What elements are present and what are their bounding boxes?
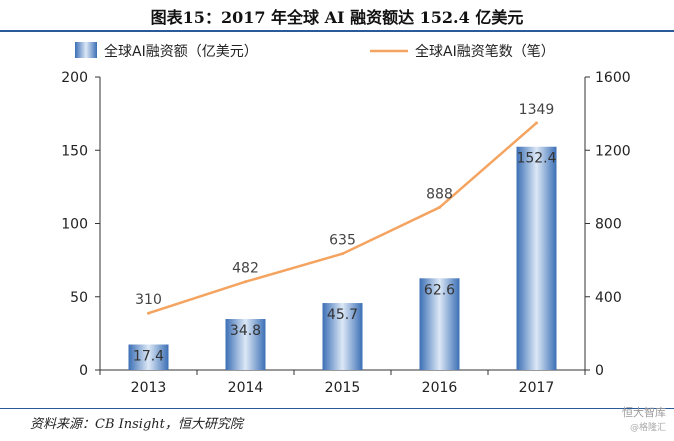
- right-tick-label: 1600: [595, 70, 631, 86]
- bar-value-label: 152.4: [516, 151, 556, 167]
- bar-value-label: 34.8: [230, 323, 261, 339]
- x-tick-label: 2017: [519, 380, 555, 396]
- source-note: 资料来源：CB Insight，恒大研究院: [30, 417, 243, 432]
- chart-title: 图表15：2017 年全球 AI 融资额达 152.4 亿美元: [150, 8, 524, 27]
- legend-bar-label: 全球AI融资额（亿美元）: [104, 43, 258, 60]
- line-path: [148, 122, 538, 315]
- watermark-main: 恒大智库: [622, 406, 666, 419]
- line-point: [147, 311, 150, 315]
- line-value-label: 888: [426, 186, 453, 202]
- line-series: [147, 121, 538, 315]
- line-value-label: 482: [232, 261, 259, 277]
- left-tick-label: 200: [61, 70, 88, 86]
- line-point: [244, 280, 247, 284]
- bar: [225, 319, 266, 370]
- bar: [322, 303, 363, 370]
- axes: 0 50 100 150 200 0 400 800 1200 1600 2013 2014 2015 2…: [61, 70, 630, 396]
- x-tick-label: 2013: [131, 380, 167, 396]
- bar: [128, 344, 169, 370]
- legend-bar-swatch: [75, 42, 97, 58]
- left-tick-label: 50: [70, 290, 88, 306]
- bar-value-label: 62.6: [424, 282, 455, 298]
- legend: 全球AI融资额（亿美元） 全球AI融资笔数（笔）: [75, 42, 555, 60]
- x-tick-label: 2015: [325, 380, 361, 396]
- line-point: [535, 121, 538, 125]
- data-labels: 17.4 34.8 45.7 62.6 152.4 310 482 635 888 1349: [133, 102, 557, 365]
- x-tick-label: 2016: [422, 380, 458, 396]
- bar-value-label: 45.7: [327, 307, 358, 323]
- bar-series: [128, 146, 557, 370]
- footer-rule: [0, 408, 674, 409]
- bar-value-label: 17.4: [133, 349, 164, 365]
- legend-line-label: 全球AI融资笔数（笔）: [415, 43, 555, 60]
- watermark-sub: @格隆汇: [629, 423, 666, 433]
- left-tick-label: 0: [79, 363, 88, 379]
- line-value-label: 1349: [519, 102, 555, 118]
- bar: [516, 146, 557, 370]
- right-tick-label: 800: [595, 217, 622, 233]
- bar: [419, 278, 460, 370]
- right-tick-label: 400: [595, 290, 622, 306]
- watermark: 恒大智库 @格隆汇: [622, 404, 666, 433]
- right-tick-label: 1200: [595, 143, 631, 159]
- line-point: [438, 205, 441, 209]
- x-tick-label: 2014: [228, 380, 264, 396]
- left-tick-label: 100: [61, 217, 88, 233]
- line-value-label: 310: [135, 292, 162, 308]
- line-point: [341, 252, 344, 256]
- line-value-label: 635: [329, 233, 356, 249]
- right-tick-label: 0: [595, 363, 604, 379]
- title-bar: 图表15：2017 年全球 AI 融资额达 152.4 亿美元: [0, 0, 674, 32]
- left-tick-label: 150: [61, 143, 88, 159]
